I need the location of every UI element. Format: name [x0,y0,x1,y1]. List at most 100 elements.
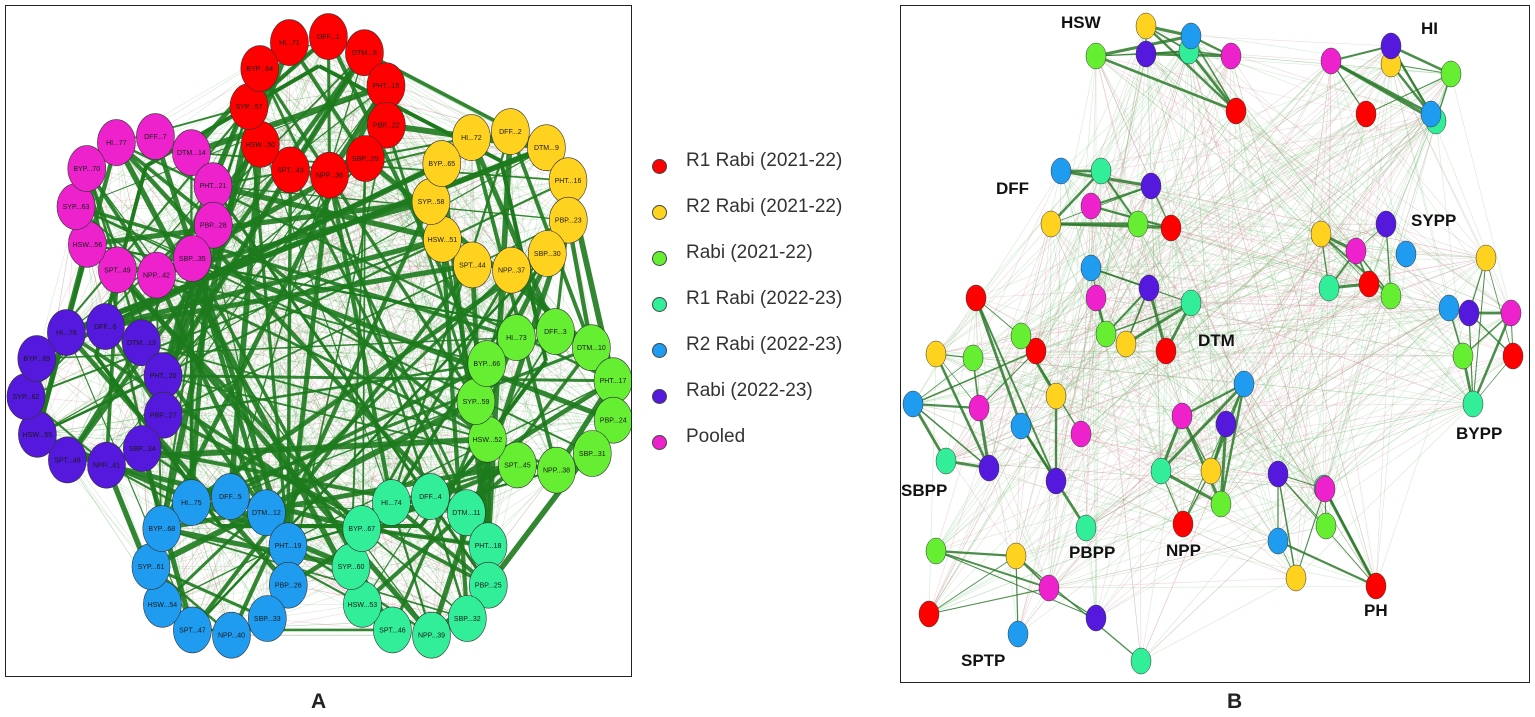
edge [1210,295,1392,472]
node [1095,320,1117,348]
edge [972,355,1464,359]
edge [1188,50,1325,489]
edge [1095,253,1407,619]
edge [1055,403,1474,482]
edge [1055,45,1392,482]
edge [912,403,1297,579]
group-label: HI [1421,19,1438,38]
edge [912,403,1017,557]
edge [286,169,293,546]
group-label: PBPP [1069,543,1115,562]
edge [1187,50,1238,112]
edge [1405,253,1474,405]
node [527,230,567,277]
node-label: SBP...34 [129,446,156,453]
edge [1160,73,1452,472]
edge [1095,55,1279,475]
node [1285,564,1307,592]
edge [116,142,468,619]
legend-item: Rabi (2021-22) [648,240,898,286]
edge [1048,585,1377,589]
edge [260,144,569,221]
edge [1090,257,1487,269]
edge [1243,383,1279,475]
edge [1015,113,1367,557]
node [918,600,940,628]
edge [1090,205,1212,472]
edge [1180,415,1223,505]
edge [1277,307,1450,475]
node-label: PHT...15 [373,83,400,90]
edge [1035,205,1092,352]
edge [1219,383,1246,505]
edge [1210,312,1470,472]
edge [945,73,1452,462]
node-label: PHT...17 [600,378,627,385]
edge [1095,113,1367,299]
edge [1080,205,1092,435]
network-panel-a: HI...71 DFF...1 DTM...8 PHT...15 PBP...22 SBP… [5,5,632,677]
edge [1055,25,1147,397]
node-label: BYP...64 [246,66,273,73]
edge [1020,295,1392,337]
node [345,135,385,182]
node [1267,527,1289,555]
node-label: SBP...31 [579,451,606,458]
edge [1105,55,1232,335]
edge [1035,350,1464,357]
edge [935,233,1322,552]
edge [150,565,268,620]
edge [1085,415,1183,529]
edge [1320,233,1325,489]
network-a-svg: HI...71 DFF...1 DTM...8 PHT...15 PBP...22 SBP… [6,13,631,659]
node [1007,620,1029,648]
node [1171,402,1193,430]
node [1320,47,1342,75]
group-label: SBPP [901,481,947,500]
edge [1017,113,1432,635]
node [1135,12,1157,40]
edge [1190,302,1377,587]
legend-item: Pooled [648,424,898,470]
node [86,303,125,350]
edge [1188,50,1222,505]
node [447,595,487,642]
node [498,441,537,489]
node [572,324,611,372]
edge [1137,223,1392,297]
edge [1230,55,1377,587]
node-label: HI...76 [56,330,77,337]
edge [945,297,977,462]
network-panel-b: HSW HI DFF SYPP DTM SBPP BYPP PBPP NPP PH SPTP [900,5,1530,683]
edge [1095,45,1392,299]
edge [1145,25,1227,425]
edge [104,236,444,330]
group-label: NPP [1166,541,1201,560]
edge [1190,302,1474,405]
edge [1020,350,1167,427]
edge [1328,287,1377,587]
edge [116,142,468,619]
network-b-svg: HSW HI DFF SYPP DTM SBPP BYPP PBPP NPP PH SPTP [901,12,1524,675]
node [497,314,536,361]
edge [1385,223,1450,309]
edge [1100,170,1514,357]
node [1380,282,1402,310]
edge [1243,307,1450,385]
edge [1225,257,1487,425]
edge [1095,55,1279,475]
edge [1323,63,1392,489]
edge [230,400,477,498]
edge [36,180,569,359]
edge [1182,488,1326,525]
node [1440,60,1462,88]
edge [988,467,1017,557]
legend-dot-icon [652,389,667,404]
edge [471,137,569,221]
edge [1181,287,1330,417]
edge [1090,267,1184,525]
node-label: HSW...53 [348,602,378,609]
edge [1170,50,1190,229]
node [1438,294,1460,322]
edge [1137,223,1183,417]
